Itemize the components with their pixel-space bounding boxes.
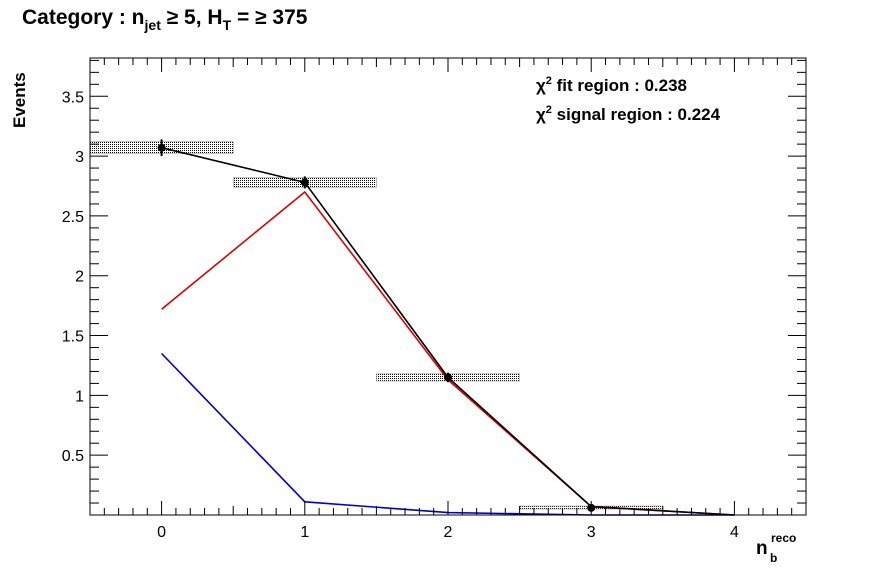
axis-ticks: [89, 58, 807, 515]
series-line-0: [161, 146, 735, 516]
y-tick-label: 3.5: [62, 89, 84, 106]
chi2-signal-region: χ2 signal region : 0.224: [536, 104, 721, 124]
data-point-1: [300, 178, 309, 187]
data-point-2: [444, 373, 452, 382]
y-tick-label: 2.5: [62, 209, 84, 226]
x-tick-label: 2: [444, 524, 453, 541]
series-lines: [161, 146, 735, 516]
chart-title: Category : njet ≥ 5, HT = ≥ 375: [22, 6, 308, 33]
y-axis-label: Events: [10, 72, 29, 128]
x-tick-label: 3: [587, 524, 596, 541]
tick-labels: 0 1 2 3 4 0.5 1 1.5 2 2.5 3 3.5: [62, 89, 739, 541]
uncertainty-bands: [89, 141, 664, 510]
x-axis-label: n reco b: [756, 531, 797, 565]
x-tick-label: 0: [157, 524, 166, 541]
y-tick-label: 0.5: [62, 448, 84, 465]
y-tick-label: 1: [75, 388, 84, 405]
chi2-fit-region: χ2 fit region : 0.238: [536, 75, 688, 95]
x-tick-label: 1: [300, 524, 309, 541]
series-line-1: [161, 190, 735, 516]
data-points: [157, 139, 596, 512]
data-point-0: [157, 143, 166, 152]
plot-frame: [89, 57, 807, 516]
y-tick-label: 1.5: [62, 329, 84, 346]
x-tick-label: 4: [730, 524, 739, 541]
y-tick-label: 3: [75, 149, 84, 166]
y-tick-label: 2: [75, 269, 84, 286]
